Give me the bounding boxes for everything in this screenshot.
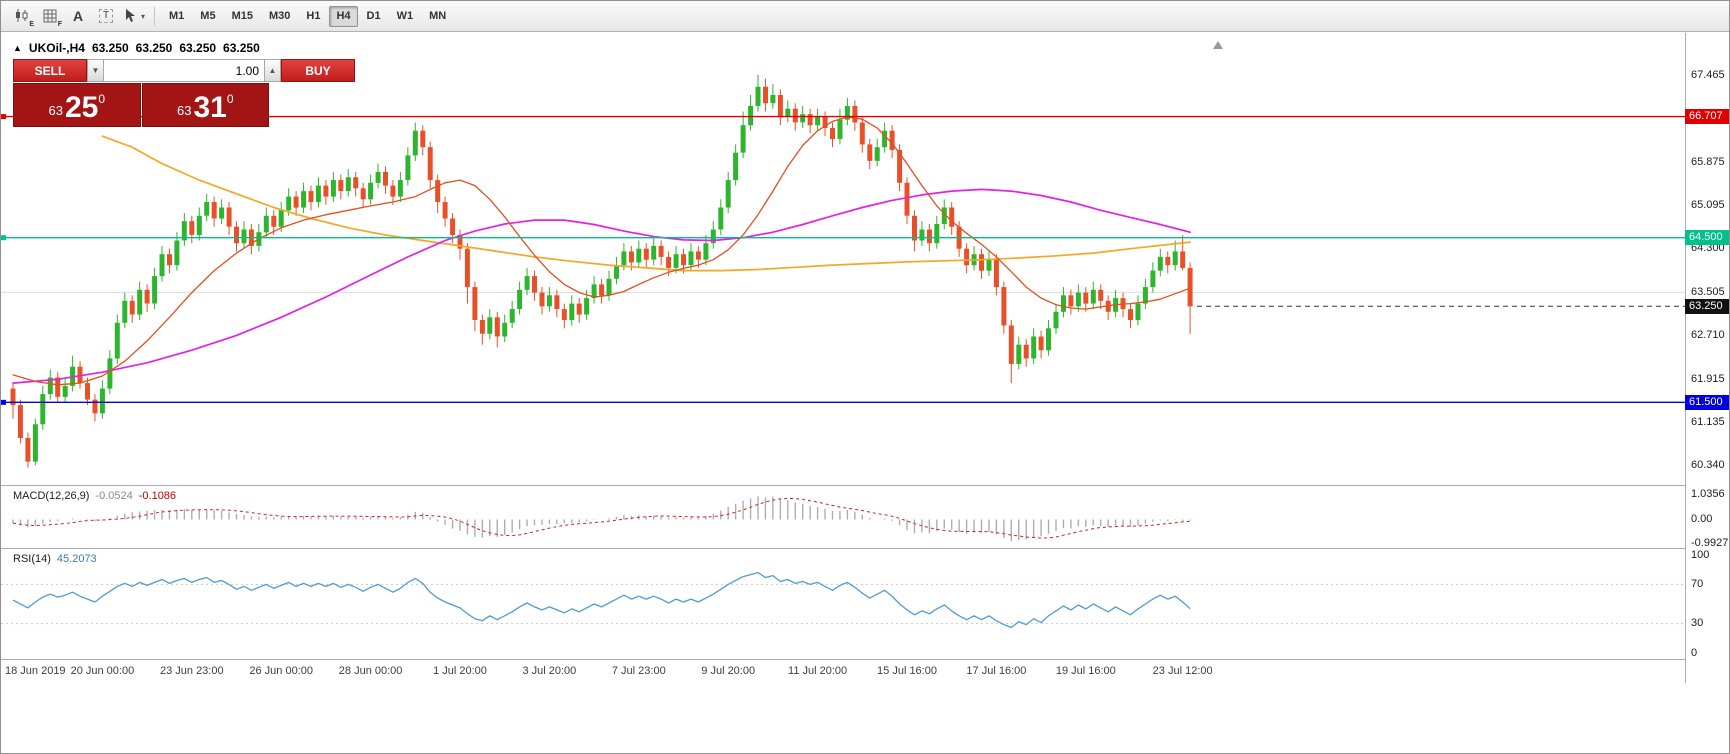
toolbar: E F A T ▾ M1 M5 M15 M30 H1 H4 D1 W1 MN bbox=[1, 1, 1729, 32]
timeframe-button-m15[interactable]: M15 bbox=[231, 10, 253, 22]
time-label: 23 Jun 23:00 bbox=[159, 665, 224, 677]
time-label: 18 Jun 2019 bbox=[5, 665, 66, 677]
price-level-label: 61.500 bbox=[1685, 394, 1729, 410]
text-label-tool-button[interactable]: A bbox=[65, 5, 91, 28]
time-label: 1 Jul 20:00 bbox=[433, 665, 487, 677]
candlestick-icon bbox=[16, 9, 28, 22]
price-tick: 60.340 bbox=[1691, 459, 1725, 472]
time-label: 23 Jul 12:00 bbox=[1152, 665, 1213, 677]
ohlc-open: 63.250 bbox=[91, 41, 129, 55]
sell-price-pip: 0 bbox=[98, 92, 106, 106]
macd-label: MACD(12,26,9) bbox=[13, 490, 90, 502]
icon-sub-f: F bbox=[57, 20, 62, 28]
time-label: 7 Jul 23:00 bbox=[611, 665, 666, 677]
price-tick: 65.875 bbox=[1691, 155, 1725, 168]
price-tick: 61.915 bbox=[1691, 373, 1725, 386]
price-level-label: 66.707 bbox=[1685, 109, 1729, 125]
time-axis-separator bbox=[1, 659, 1729, 660]
symbol-ohlc-header: ▲ UKOil-,H4 63.250 63.250 63.250 63.250 bbox=[13, 41, 260, 55]
panel-separator-rsi[interactable] bbox=[1, 548, 1729, 549]
macd-svg[interactable] bbox=[1, 486, 1685, 548]
rsi-axis-label: 30 bbox=[1691, 617, 1704, 630]
grid-icon-button[interactable]: F bbox=[37, 5, 63, 28]
price-tick: 67.465 bbox=[1691, 68, 1725, 81]
bid-price-label: 63.250 bbox=[1685, 298, 1729, 314]
sell-price-prefix: 63 bbox=[48, 103, 63, 118]
time-label: 9 Jul 20:00 bbox=[701, 665, 756, 677]
time-label: 19 Jul 16:00 bbox=[1055, 665, 1116, 677]
text-box-tool-button[interactable]: T bbox=[93, 5, 119, 28]
price-tick: 62.710 bbox=[1691, 329, 1725, 342]
time-label: 3 Jul 20:00 bbox=[522, 665, 577, 677]
volume-input[interactable] bbox=[104, 59, 264, 82]
panel-separator-macd[interactable] bbox=[1, 485, 1729, 486]
chevron-down-icon: ▾ bbox=[140, 11, 145, 21]
ohlc-high: 63.250 bbox=[135, 41, 173, 55]
icon-sub-e: E bbox=[29, 20, 34, 28]
grid-icon bbox=[43, 9, 56, 22]
volume-increase-button[interactable]: ▲ bbox=[264, 59, 281, 82]
macd-value-signal: -0.1086 bbox=[138, 490, 177, 502]
symbol-title: UKOil-,H4 bbox=[28, 41, 85, 55]
toolbar-separator bbox=[154, 6, 155, 26]
cursor-tool-button[interactable]: ▾ bbox=[121, 5, 147, 28]
rsi-label: RSI(14) bbox=[13, 553, 51, 565]
candlestick-chart-icon-button[interactable]: E bbox=[9, 5, 35, 28]
price-axis-border bbox=[1685, 33, 1686, 683]
macd-axis-label: 1.0356 bbox=[1691, 488, 1725, 501]
price-level-label: 64.500 bbox=[1685, 230, 1729, 246]
timeframe-button-w1[interactable]: W1 bbox=[396, 10, 414, 22]
timeframe-button-h1[interactable]: H1 bbox=[306, 10, 321, 22]
macd-caption: MACD(12,26,9) -0.0524 -0.1086 bbox=[13, 490, 176, 502]
ohlc-low: 63.250 bbox=[179, 41, 217, 55]
timeframe-button-d1[interactable]: D1 bbox=[366, 10, 381, 22]
volume-decrease-button[interactable]: ▼ bbox=[87, 59, 104, 82]
symbol-marker-icon: ▲ bbox=[13, 43, 22, 53]
price-tick: 63.505 bbox=[1691, 285, 1725, 298]
sell-button[interactable]: SELL bbox=[13, 59, 87, 82]
price-tick: 65.095 bbox=[1691, 198, 1725, 211]
cursor-crosshair-icon bbox=[125, 9, 135, 22]
time-label: 20 Jun 00:00 bbox=[70, 665, 135, 677]
macd-value-main: -0.0524 bbox=[95, 490, 133, 502]
rsi-value: 45.2073 bbox=[56, 553, 97, 565]
rsi-axis-label: 0 bbox=[1691, 646, 1698, 659]
timeframe-button-m5[interactable]: M5 bbox=[200, 10, 216, 22]
timeframe-button-mn[interactable]: MN bbox=[429, 10, 447, 22]
macd-axis-label: -0.9927 bbox=[1691, 536, 1729, 549]
main-chart-svg[interactable] bbox=[1, 33, 1685, 485]
rsi-axis-label: 70 bbox=[1691, 577, 1704, 590]
timeframe-group: M1 M5 M15 M30 H1 H4 D1 W1 MN bbox=[161, 5, 454, 27]
rsi-caption: RSI(14) 45.2073 bbox=[13, 553, 97, 565]
buy-price-big: 31 bbox=[193, 91, 227, 124]
rsi-svg[interactable] bbox=[1, 549, 1685, 659]
macd-axis-label: 0.00 bbox=[1691, 513, 1713, 525]
one-click-trading-widget: SELL ▼ ▲ BUY 63 25 0 63 31 0 bbox=[13, 59, 355, 127]
buy-price-prefix: 63 bbox=[176, 103, 192, 118]
rsi-axis-label: 100 bbox=[1691, 548, 1710, 561]
timeframe-button-m30[interactable]: M30 bbox=[268, 10, 291, 22]
price-tick: 61.135 bbox=[1691, 415, 1725, 428]
boxed-t-icon: T bbox=[98, 9, 114, 23]
time-label: 15 Jul 16:00 bbox=[877, 665, 937, 677]
time-label: 28 Jun 00:00 bbox=[338, 665, 403, 677]
time-label: 11 Jul 20:00 bbox=[788, 665, 848, 677]
time-label: 26 Jun 00:00 bbox=[249, 665, 313, 677]
time-label: 17 Jul 16:00 bbox=[966, 665, 1027, 677]
buy-price-display[interactable]: 63 31 0 bbox=[141, 83, 269, 127]
ohlc-close: 63.250 bbox=[223, 41, 260, 55]
timeframe-button-m1[interactable]: M1 bbox=[169, 10, 185, 22]
chart-area: 67.465 65.875 65.095 64.300 63.505 62.710 61.9… bbox=[1, 33, 1729, 753]
price-axis[interactable]: 67.465 65.875 65.095 64.300 63.505 62.710 61.9… bbox=[1685, 33, 1729, 683]
buy-button[interactable]: BUY bbox=[281, 59, 355, 82]
letter-a-icon: A bbox=[72, 8, 84, 24]
timeframe-button-h4[interactable]: H4 bbox=[329, 5, 358, 27]
buy-price-pip: 0 bbox=[226, 92, 234, 106]
sell-price-display[interactable]: 63 25 0 bbox=[13, 83, 141, 127]
sell-price-big: 25 bbox=[64, 91, 99, 124]
